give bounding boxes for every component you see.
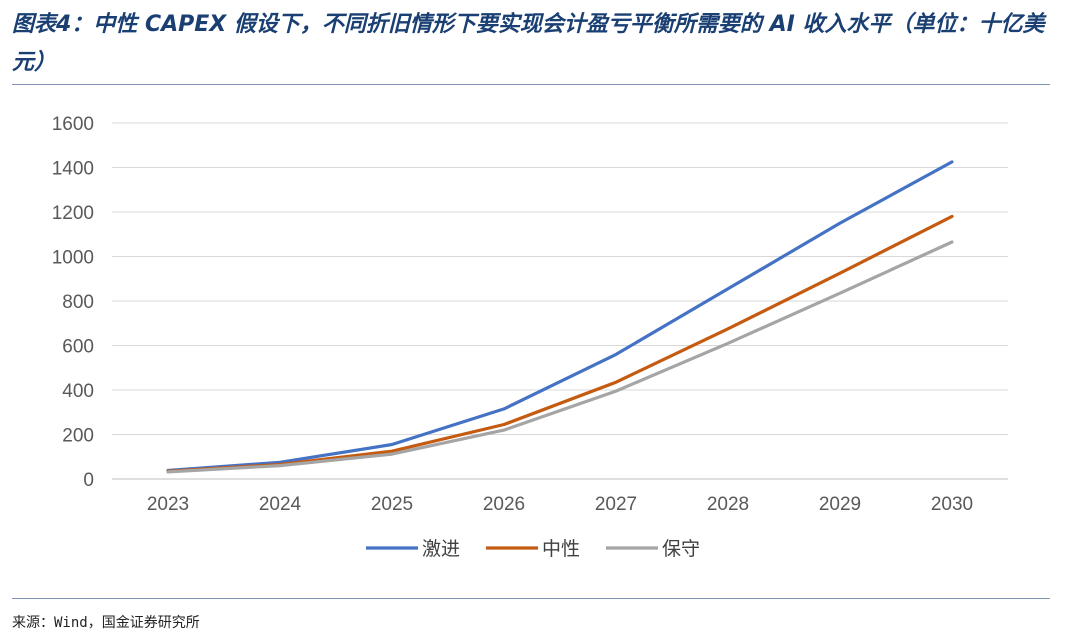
x-tick-label: 2023: [147, 494, 189, 515]
x-tick-label: 2024: [259, 494, 302, 515]
x-axis-ticks: 2023 2024 2025 2026 2027 2028 2029 2030: [147, 494, 973, 515]
y-tick-label: 1400: [52, 159, 94, 180]
source-note: 来源：Wind，国金证券研究所: [12, 615, 200, 631]
series-line: [166, 214, 954, 473]
legend: 激进 中性 保守: [366, 538, 700, 560]
y-tick-label: 200: [62, 426, 94, 447]
x-tick-label: 2028: [707, 494, 749, 515]
legend-label: 保守: [662, 538, 700, 560]
chart-title: 图表4：中性 CAPEX 假设下，不同折旧情形下要实现会计盈亏平衡所需要的 AI…: [12, 12, 1045, 75]
y-tick-label: 800: [62, 292, 94, 313]
x-tick-label: 2026: [483, 494, 525, 515]
y-tick-label: 1600: [52, 114, 94, 135]
x-tick-label: 2027: [595, 494, 637, 515]
legend-label: 中性: [542, 538, 580, 560]
gridlines: [112, 122, 1008, 480]
series-line: [166, 160, 954, 473]
y-tick-label: 600: [62, 337, 94, 358]
y-tick-label: 1200: [52, 203, 94, 224]
series-lines: [166, 160, 954, 474]
top-divider: [12, 84, 1050, 85]
x-tick-label: 2029: [819, 494, 861, 515]
x-tick-label: 2025: [371, 494, 413, 515]
y-axis-ticks: 0 200 400 600 800 1000 1200 1400 1600: [52, 114, 94, 491]
y-tick-label: 0: [83, 470, 94, 491]
legend-label: 激进: [422, 538, 460, 560]
series-line: [166, 240, 954, 474]
y-tick-label: 1000: [52, 248, 94, 269]
bottom-divider: [12, 598, 1050, 599]
y-tick-label: 400: [62, 381, 94, 402]
x-tick-label: 2030: [931, 494, 973, 515]
